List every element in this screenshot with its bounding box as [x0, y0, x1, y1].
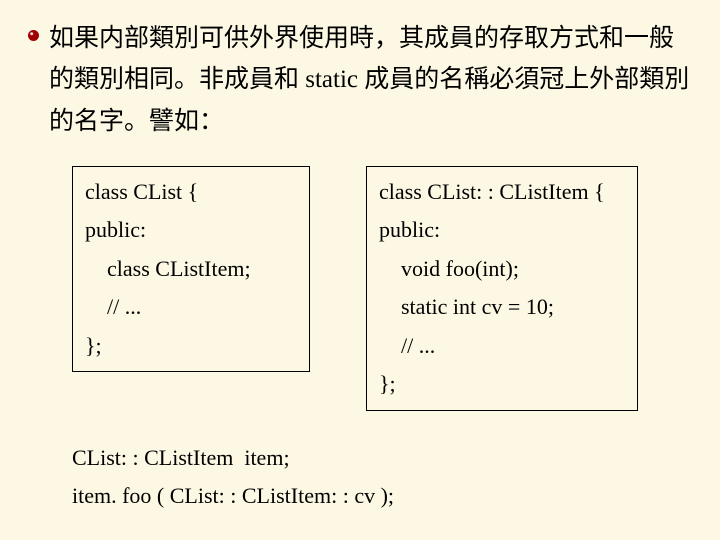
code-line: item. foo ( CList: : CListItem: : cv ); — [72, 477, 692, 516]
bullet-icon — [28, 28, 39, 39]
code-line: }; — [85, 327, 297, 366]
code-line: static int cv = 10; — [379, 288, 625, 327]
code-line: void foo(int); — [379, 250, 625, 289]
code-line: class CList { — [85, 173, 297, 212]
code-line: }; — [379, 365, 625, 404]
right-code-box: class CList: : CListItem { public: void … — [366, 166, 638, 411]
code-columns: class CList { public: class CListItem; /… — [72, 166, 692, 411]
code-line: // ... — [85, 288, 297, 327]
code-line: public: — [379, 211, 625, 250]
code-line: class CList: : CListItem { — [379, 173, 625, 212]
code-line: class CListItem; — [85, 250, 297, 289]
slide-root: 如果内部類別可供外界使用時，其成員的存取方式和一般的類別相同。非成員和 stat… — [0, 0, 720, 540]
code-line: CList: : CListItem item; — [72, 439, 692, 478]
bullet-text: 如果内部類別可供外界使用時，其成員的存取方式和一般的類別相同。非成員和 stat… — [49, 18, 692, 142]
code-line: public: — [85, 211, 297, 250]
left-code-box: class CList { public: class CListItem; /… — [72, 166, 310, 373]
bottom-code: CList: : CListItem item; item. foo ( CLi… — [72, 439, 692, 516]
bullet-item: 如果内部類別可供外界使用時，其成員的存取方式和一般的類別相同。非成員和 stat… — [28, 18, 692, 142]
code-line: // ... — [379, 327, 625, 366]
